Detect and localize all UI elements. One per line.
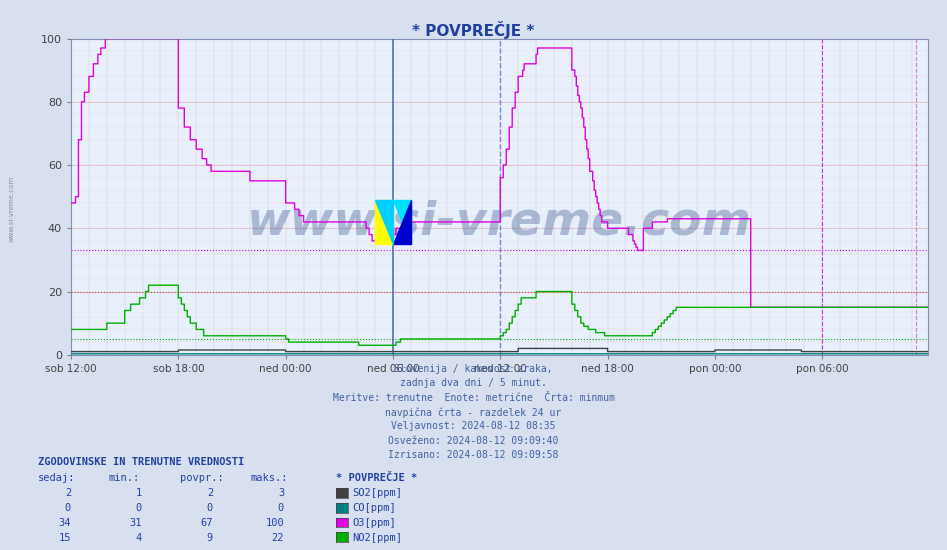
Text: 67: 67	[201, 518, 213, 528]
Text: 1: 1	[135, 488, 142, 498]
Text: 0: 0	[64, 503, 71, 513]
Text: 34: 34	[59, 518, 71, 528]
Polygon shape	[393, 200, 411, 244]
Text: Izrisano: 2024-08-12 09:09:58: Izrisano: 2024-08-12 09:09:58	[388, 450, 559, 460]
Text: Osveženo: 2024-08-12 09:09:40: Osveženo: 2024-08-12 09:09:40	[388, 436, 559, 446]
Text: 0: 0	[135, 503, 142, 513]
Text: 22: 22	[272, 532, 284, 543]
Text: 15: 15	[59, 532, 71, 543]
Text: www.si-vreme.com: www.si-vreme.com	[9, 176, 14, 242]
Text: NO2[ppm]: NO2[ppm]	[352, 532, 402, 543]
Text: zadnja dva dni / 5 minut.: zadnja dva dni / 5 minut.	[400, 378, 547, 388]
Text: SO2[ppm]: SO2[ppm]	[352, 488, 402, 498]
Text: O3[ppm]: O3[ppm]	[352, 518, 396, 528]
Text: min.:: min.:	[109, 473, 140, 483]
Text: 31: 31	[130, 518, 142, 528]
Text: 0: 0	[206, 503, 213, 513]
Text: Slovenija / kakovost zraka,: Slovenija / kakovost zraka,	[394, 364, 553, 374]
Text: navpična črta - razdelek 24 ur: navpična črta - razdelek 24 ur	[385, 407, 562, 417]
Polygon shape	[375, 200, 393, 244]
Text: 4: 4	[135, 532, 142, 543]
Text: Veljavnost: 2024-08-12 08:35: Veljavnost: 2024-08-12 08:35	[391, 421, 556, 431]
Text: 3: 3	[277, 488, 284, 498]
Text: www.si-vreme.com: www.si-vreme.com	[247, 200, 752, 244]
Text: ZGODOVINSKE IN TRENUTNE VREDNOSTI: ZGODOVINSKE IN TRENUTNE VREDNOSTI	[38, 456, 244, 467]
Text: maks.:: maks.:	[251, 473, 289, 483]
Text: sedaj:: sedaj:	[38, 473, 76, 483]
Text: * POVPREČJE *: * POVPREČJE *	[412, 21, 535, 39]
Text: Meritve: trenutne  Enote: metrične  Črta: minmum: Meritve: trenutne Enote: metrične Črta: …	[332, 393, 615, 403]
Text: CO[ppm]: CO[ppm]	[352, 503, 396, 513]
Polygon shape	[393, 200, 411, 244]
Text: povpr.:: povpr.:	[180, 473, 223, 483]
Text: 2: 2	[64, 488, 71, 498]
Text: 100: 100	[265, 518, 284, 528]
Text: 0: 0	[277, 503, 284, 513]
Bar	[375, 200, 393, 244]
Text: * POVPREČJE *: * POVPREČJE *	[336, 473, 418, 483]
Text: 9: 9	[206, 532, 213, 543]
Text: 2: 2	[206, 488, 213, 498]
